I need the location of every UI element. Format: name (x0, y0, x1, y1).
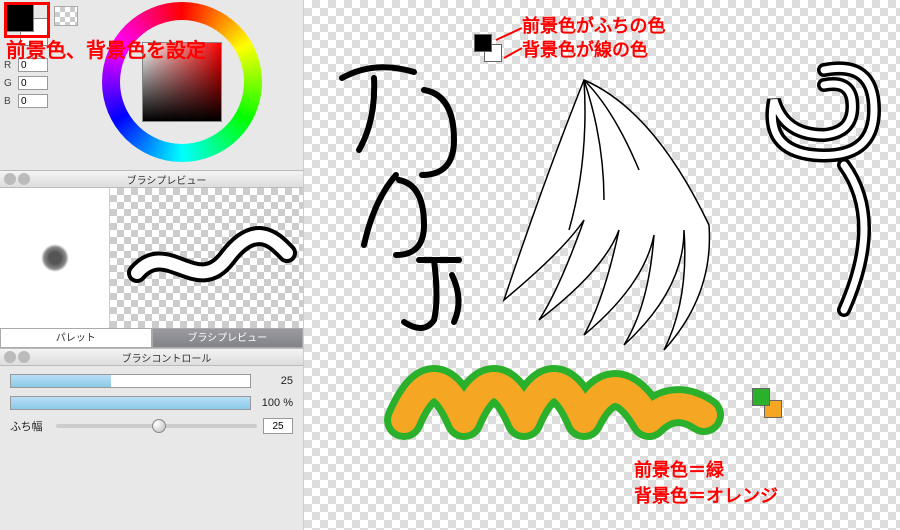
brush-control-panel: 25 100 % ふち幅 25 (0, 366, 303, 442)
slider-thumb[interactable] (152, 419, 166, 433)
color-panel: R G B (0, 0, 303, 170)
control-bar-2[interactable] (10, 396, 251, 410)
brush-control-title: ブラシコントロール (30, 350, 303, 365)
edge-width-slider[interactable] (56, 424, 257, 428)
brush-dot-icon (41, 244, 69, 272)
edge-width-value: 25 (263, 418, 293, 434)
mini-fg-swatch-2 (752, 388, 770, 406)
annot-set-colors: 前景色、背景色を設定 (6, 38, 206, 65)
annot-fg-edge: 前景色がふちの色 (522, 14, 665, 38)
b-input[interactable] (18, 94, 48, 108)
brush-control-header: ブラシコントロール (0, 348, 303, 366)
edge-width-label: ふち幅 (10, 418, 50, 434)
b-label: B (4, 96, 14, 107)
fg-color-swatch[interactable] (6, 4, 34, 32)
close-icon[interactable] (4, 173, 16, 185)
brush-preview-header: ブラシプレビュー (0, 170, 303, 188)
menu-icon[interactable] (18, 173, 30, 185)
app-root: R G B ブラシプレビュー パ (0, 0, 900, 530)
g-input[interactable] (18, 76, 48, 90)
annot-bg-line: 背景色が線の色 (522, 38, 648, 62)
canvas-area[interactable]: 前景色がふちの色 背景色が線の色 前景色＝緑 背景色＝オレンジ (304, 0, 900, 530)
brush-preview-area (0, 188, 303, 328)
annot-bg-orange: 背景色＝オレンジ (634, 484, 778, 508)
rgb-inputs: R G B (4, 58, 48, 108)
g-label: G (4, 78, 14, 89)
close-icon[interactable] (4, 351, 16, 363)
canvas-drawing (304, 0, 900, 530)
tab-brush-preview[interactable]: ブラシプレビュー (152, 328, 304, 348)
sidebar: R G B ブラシプレビュー パ (0, 0, 304, 530)
annot-fg-green: 前景色＝緑 (634, 458, 724, 482)
control-2-value: 100 % (257, 397, 293, 409)
brush-stroke-preview (110, 188, 303, 328)
control-bar-1[interactable] (10, 374, 251, 388)
color-wheel[interactable] (102, 2, 262, 162)
preview-tabs: パレット ブラシプレビュー (0, 328, 303, 348)
brush-preview-title: ブラシプレビュー (30, 172, 303, 187)
brush-tip-preview (0, 188, 110, 328)
stroke-sample-icon (117, 198, 297, 318)
control-1-value: 25 (257, 375, 293, 387)
mini-swatch-bottom (752, 388, 786, 422)
menu-icon[interactable] (18, 351, 30, 363)
tab-palette[interactable]: パレット (0, 328, 152, 348)
transparency-swatch[interactable] (54, 6, 78, 26)
